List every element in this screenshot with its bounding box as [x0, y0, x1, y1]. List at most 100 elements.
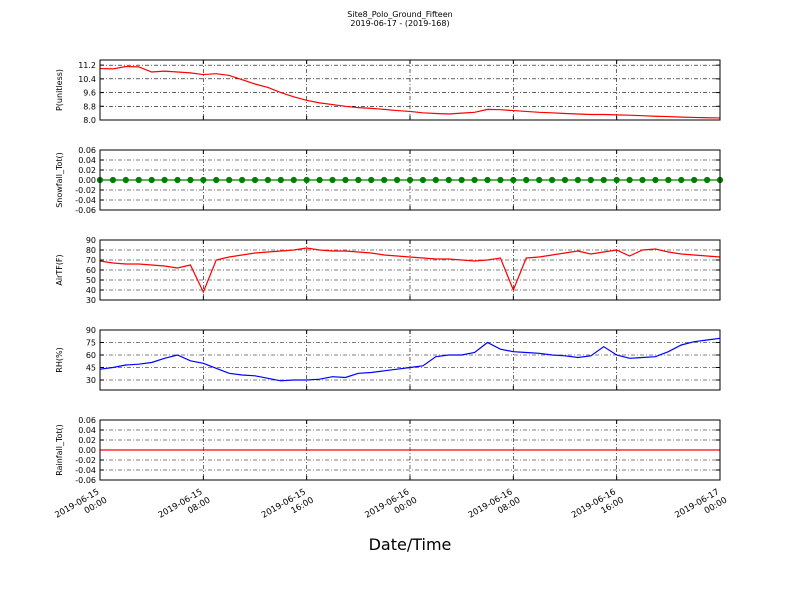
data-point: [251, 176, 259, 184]
data-point: [574, 176, 582, 184]
data-point: [703, 176, 711, 184]
x-tick-label: 2019-06-16 00:00: [363, 486, 419, 530]
data-point: [213, 176, 220, 184]
y-tick-label: 0.06: [78, 416, 96, 425]
data-point: [613, 176, 620, 184]
data-point: [458, 176, 465, 184]
data-point: [355, 176, 362, 184]
y-axis-label: P(unitless): [55, 69, 64, 111]
data-point: [368, 176, 375, 184]
data-point: [536, 176, 543, 184]
y-tick-label: 0.02: [78, 436, 96, 445]
y-tick-label: 30: [86, 296, 96, 305]
data-line: [99, 337, 721, 382]
data-point: [419, 176, 427, 184]
data-point: [148, 176, 155, 184]
data-point: [187, 176, 194, 184]
y-tick-label: 10.4: [78, 75, 96, 84]
data-point: [135, 176, 142, 184]
data-point: [432, 176, 439, 184]
y-tick-label: 0.00: [78, 176, 96, 185]
data-point: [523, 176, 530, 184]
y-tick-label: 60: [86, 266, 96, 275]
y-tick-label: 90: [86, 326, 96, 335]
y-tick-label: -0.02: [75, 186, 96, 195]
axes-frame: [99, 329, 721, 391]
axes-frame: [99, 149, 721, 211]
data-point: [600, 176, 607, 184]
data-point: [510, 176, 517, 184]
data-point: [652, 176, 659, 184]
y-tick-label: 45: [86, 364, 96, 373]
y-tick-label: 0.06: [78, 146, 96, 155]
y-tick-label: -0.06: [75, 206, 96, 215]
data-point: [342, 176, 349, 184]
x-tick-label: 2019-06-17 00:00: [673, 486, 729, 530]
y-tick-label: -0.02: [75, 456, 96, 465]
data-point: [678, 176, 685, 184]
y-tick-label: 50: [86, 276, 96, 285]
y-tick-label: -0.06: [75, 476, 96, 485]
data-point: [303, 176, 310, 184]
data-point: [497, 176, 504, 184]
chart-subtitle: 2019-06-17 - (2019-168): [350, 19, 449, 28]
y-tick-label: 80: [86, 246, 96, 255]
data-point: [277, 176, 284, 184]
y-tick-label: 0.04: [78, 156, 96, 165]
y-axis-label: Rainfall_Tot(): [55, 424, 64, 476]
y-tick-label: 8.8: [83, 102, 96, 111]
data-point: [290, 176, 297, 184]
y-axis-label: RH(%): [55, 347, 64, 372]
x-tick-label: 2019-06-15 08:00: [157, 486, 213, 530]
data-point: [471, 176, 478, 184]
data-point: [445, 176, 452, 184]
y-tick-label: 8.0: [83, 116, 96, 125]
data-point: [665, 176, 672, 184]
y-tick-label: 11.2: [78, 61, 96, 70]
data-point: [587, 176, 594, 184]
data-point: [484, 176, 491, 184]
data-point: [691, 176, 698, 184]
data-point: [381, 176, 388, 184]
y-tick-label: 70: [86, 256, 96, 265]
data-point: [561, 176, 569, 184]
data-point: [626, 176, 633, 184]
y-tick-label: -0.04: [75, 466, 96, 475]
axes-frame: [99, 419, 721, 481]
y-tick-label: 60: [86, 351, 96, 360]
data-point: [238, 176, 246, 184]
y-axis-label: AirTF(F): [55, 254, 64, 285]
y-tick-label: 75: [86, 339, 96, 348]
x-tick-label: 2019-06-15 00:00: [53, 486, 109, 530]
data-line: [99, 247, 721, 294]
x-tick-label: 2019-06-16 08:00: [467, 486, 523, 530]
y-tick-label: 0.04: [78, 426, 96, 435]
chart-title: Site8_Polo_Ground_Fifteen: [347, 10, 452, 19]
data-point: [329, 176, 336, 184]
y-tick-label: 90: [86, 236, 96, 245]
y-tick-label: -0.04: [75, 196, 96, 205]
data-point: [174, 176, 181, 184]
data-point: [639, 176, 646, 184]
y-tick-label: 0.00: [78, 446, 96, 455]
data-point: [122, 176, 129, 184]
x-tick-label: 2019-06-15 16:00: [260, 486, 316, 530]
data-line: [99, 65, 721, 119]
data-point: [316, 176, 323, 184]
y-tick-label: 0.02: [78, 166, 96, 175]
data-point: [161, 176, 168, 184]
data-point: [393, 176, 401, 184]
y-tick-label: 40: [86, 286, 96, 295]
data-point: [200, 176, 207, 184]
data-point: [264, 176, 272, 184]
y-axis-label: Snowfall_Tot(): [55, 152, 64, 208]
data-point: [226, 176, 233, 184]
axes-frame: [99, 239, 721, 301]
data-point: [548, 176, 556, 184]
axes-frame: [99, 59, 721, 121]
data-point: [406, 176, 414, 184]
y-tick-label: 30: [86, 376, 96, 385]
x-tick-label: 2019-06-16 16:00: [570, 486, 626, 530]
